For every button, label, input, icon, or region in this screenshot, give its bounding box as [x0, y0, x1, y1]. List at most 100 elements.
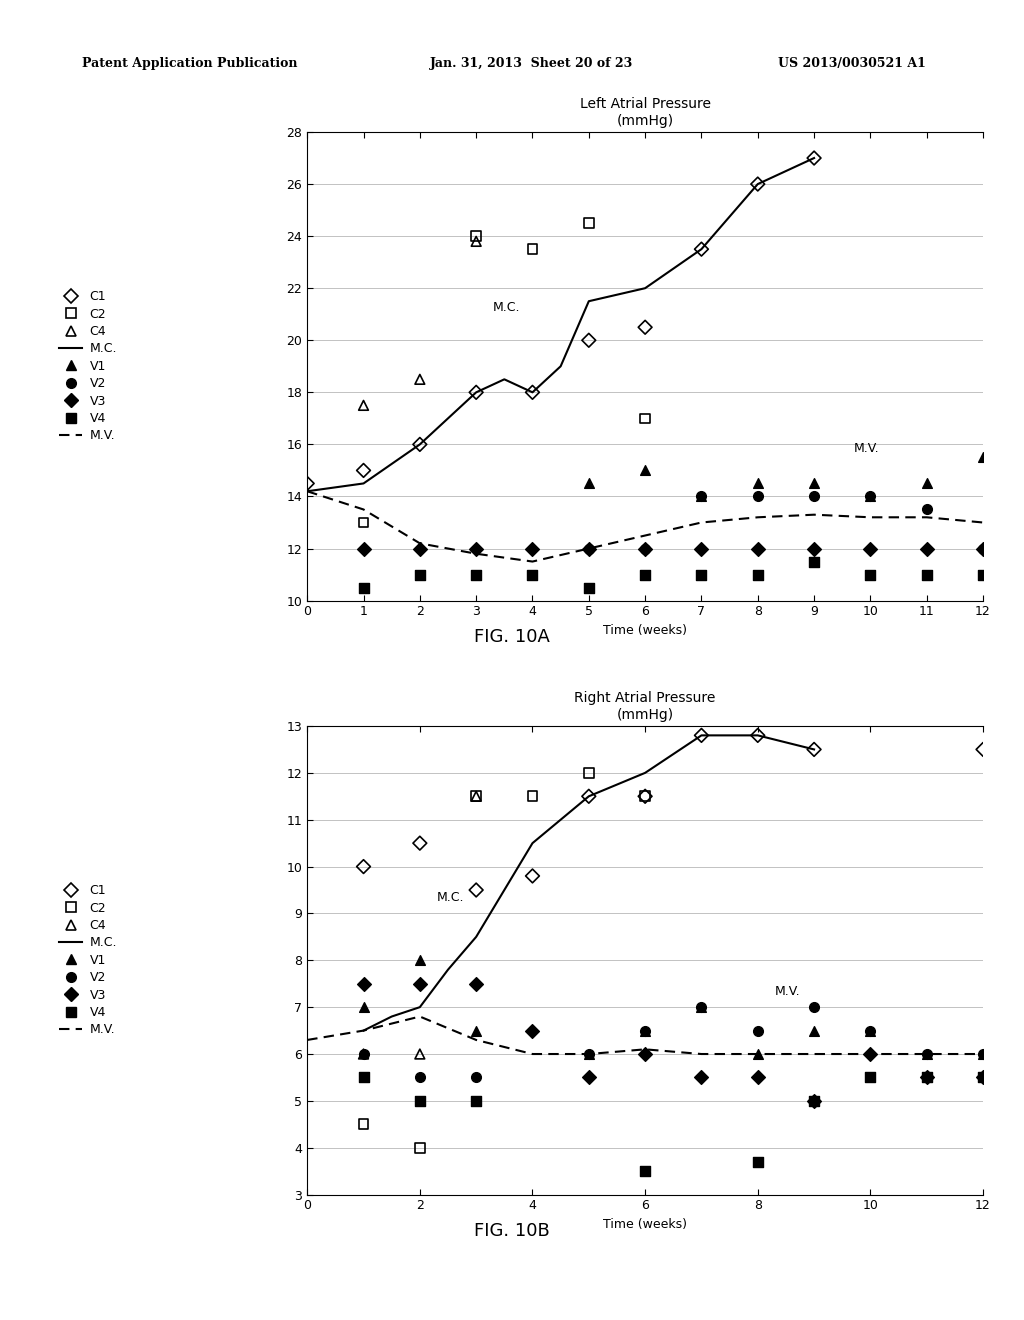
Point — [750, 486, 766, 507]
Point — [637, 408, 653, 429]
Point — [637, 1043, 653, 1064]
Point — [919, 1067, 935, 1088]
Point — [355, 539, 372, 560]
Point — [862, 1043, 879, 1064]
Point — [524, 564, 541, 585]
Point — [355, 857, 372, 878]
Point — [412, 1043, 428, 1064]
Text: M.C.: M.C. — [436, 891, 464, 904]
Point — [581, 473, 597, 494]
Text: US 2013/0030521 A1: US 2013/0030521 A1 — [778, 57, 926, 70]
Point — [975, 447, 991, 469]
Point — [581, 539, 597, 560]
Point — [693, 486, 710, 507]
Point — [750, 173, 766, 194]
Point — [355, 1114, 372, 1135]
Point — [862, 1067, 879, 1088]
Text: M.C.: M.C. — [493, 301, 520, 314]
Point — [975, 1067, 991, 1088]
Point — [468, 564, 484, 585]
Point — [468, 1020, 484, 1041]
Point — [919, 539, 935, 560]
Point — [468, 381, 484, 403]
Point — [581, 1067, 597, 1088]
Point — [524, 785, 541, 807]
Point — [693, 564, 710, 585]
Point — [975, 1043, 991, 1064]
Point — [975, 539, 991, 560]
Text: Patent Application Publication: Patent Application Publication — [82, 57, 297, 70]
Point — [412, 950, 428, 972]
Title: Right Atrial Pressure
(mmHg): Right Atrial Pressure (mmHg) — [574, 690, 716, 722]
Text: M.V.: M.V. — [853, 442, 880, 455]
Point — [299, 473, 315, 494]
Point — [919, 1043, 935, 1064]
Point — [524, 381, 541, 403]
Point — [637, 539, 653, 560]
Point — [412, 434, 428, 455]
Point — [468, 785, 484, 807]
Point — [468, 973, 484, 994]
Point — [919, 499, 935, 520]
Point — [750, 539, 766, 560]
Point — [806, 148, 822, 169]
Point — [412, 833, 428, 854]
Point — [468, 226, 484, 247]
Point — [355, 973, 372, 994]
Point — [693, 539, 710, 560]
Point — [919, 564, 935, 585]
X-axis label: Time (weeks): Time (weeks) — [603, 624, 687, 638]
Point — [355, 577, 372, 598]
Point — [919, 1043, 935, 1064]
Text: Jan. 31, 2013  Sheet 20 of 23: Jan. 31, 2013 Sheet 20 of 23 — [430, 57, 633, 70]
Point — [806, 997, 822, 1018]
Point — [919, 473, 935, 494]
Legend: C1, C2, C4, M.C., V1, V2, V3, V4, M.V.: C1, C2, C4, M.C., V1, V2, V3, V4, M.V. — [59, 290, 117, 442]
Point — [524, 866, 541, 887]
Point — [806, 473, 822, 494]
Point — [637, 1020, 653, 1041]
Point — [355, 395, 372, 416]
Point — [693, 997, 710, 1018]
Point — [693, 997, 710, 1018]
X-axis label: Time (weeks): Time (weeks) — [603, 1218, 687, 1232]
Point — [806, 1090, 822, 1111]
Point — [862, 486, 879, 507]
Point — [637, 317, 653, 338]
Point — [412, 973, 428, 994]
Text: FIG. 10B: FIG. 10B — [474, 1222, 550, 1241]
Point — [524, 1020, 541, 1041]
Point — [468, 1067, 484, 1088]
Point — [975, 564, 991, 585]
Point — [637, 539, 653, 560]
Point — [581, 330, 597, 351]
Point — [468, 785, 484, 807]
Point — [412, 1067, 428, 1088]
Point — [862, 539, 879, 560]
Point — [468, 231, 484, 252]
Point — [975, 539, 991, 560]
Point — [412, 564, 428, 585]
Point — [975, 1043, 991, 1064]
Point — [806, 539, 822, 560]
Point — [862, 564, 879, 585]
Point — [581, 1043, 597, 1064]
Point — [806, 1020, 822, 1041]
Point — [806, 486, 822, 507]
Point — [693, 486, 710, 507]
Point — [581, 213, 597, 234]
Point — [581, 539, 597, 560]
Text: FIG. 10A: FIG. 10A — [474, 628, 550, 647]
Point — [975, 1067, 991, 1088]
Title: Left Atrial Pressure
(mmHg): Left Atrial Pressure (mmHg) — [580, 96, 711, 128]
Point — [637, 459, 653, 480]
Point — [693, 725, 710, 746]
Text: M.V.: M.V. — [774, 985, 801, 998]
Point — [750, 1067, 766, 1088]
Point — [750, 564, 766, 585]
Point — [806, 739, 822, 760]
Point — [750, 1151, 766, 1172]
Point — [412, 1137, 428, 1159]
Point — [412, 1090, 428, 1111]
Point — [355, 512, 372, 533]
